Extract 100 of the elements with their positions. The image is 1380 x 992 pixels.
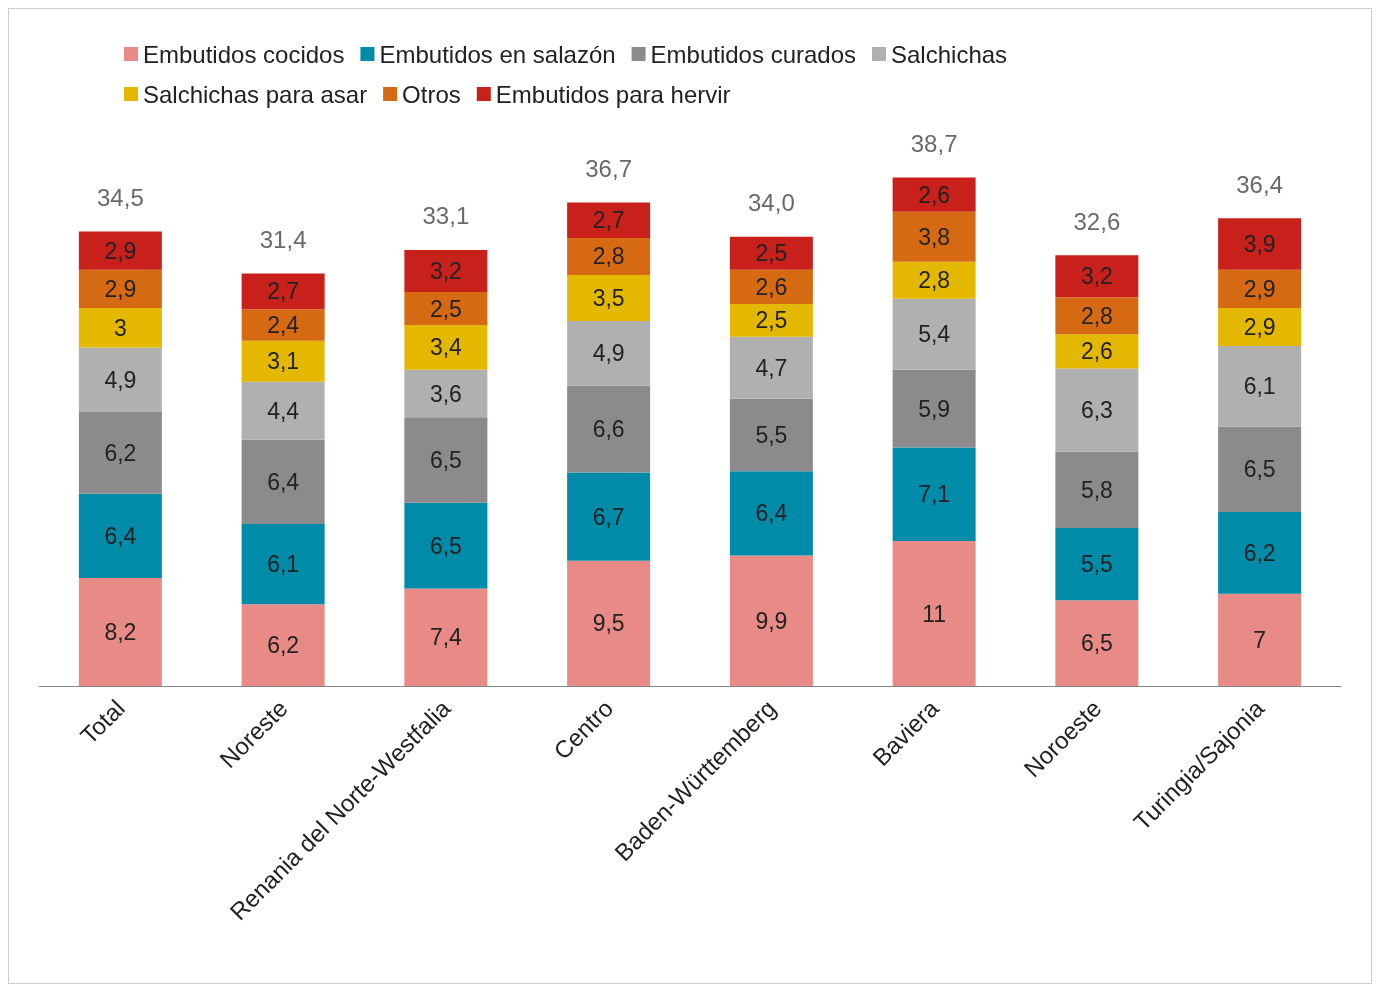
bar [729, 303, 813, 337]
data-label: 6,6 [592, 416, 625, 443]
data-label: 6,2 [267, 632, 300, 659]
bar [567, 202, 651, 239]
legend-label: Salchichas [891, 40, 1008, 68]
bar [1055, 255, 1139, 298]
data-label: 2,6 [918, 181, 951, 208]
data-label: 3,2 [1080, 263, 1113, 290]
data-label: 2,6 [1080, 338, 1113, 365]
bar [241, 309, 325, 341]
data-label: 4,9 [104, 366, 137, 393]
data-label: 5,5 [755, 422, 788, 449]
legend-label: Embutidos cocidos [143, 40, 345, 68]
data-label: 3,5 [592, 285, 625, 311]
bar [78, 307, 162, 348]
annotation: 36,7 [585, 154, 632, 182]
bar [729, 471, 813, 556]
text: 38,7 [910, 129, 958, 157]
bar [892, 369, 976, 448]
bar [892, 261, 976, 299]
data-label: 7 [1253, 626, 1267, 653]
data-label: 6,3 [1080, 396, 1113, 423]
data-label: 6,1 [267, 551, 300, 578]
data-label: 6,5 [429, 532, 462, 559]
bar [892, 447, 976, 542]
bar [892, 177, 976, 212]
data-label: 2,8 [1080, 302, 1113, 329]
bar [1055, 334, 1139, 369]
data-label: 2,6 [755, 273, 788, 300]
bar [241, 523, 325, 605]
data-label: 9,9 [755, 607, 788, 634]
data-label: 6,5 [1243, 456, 1276, 483]
data-label: 6,5 [429, 447, 462, 474]
bar [1218, 426, 1302, 513]
data-label: 2,5 [755, 307, 788, 334]
data-label: 3,2 [429, 257, 462, 284]
data-label: 2,8 [918, 267, 951, 294]
data-label: 6,7 [592, 503, 625, 530]
bar [404, 369, 488, 418]
bar [1218, 269, 1302, 308]
data-label: 2,4 [267, 312, 300, 339]
data-label: 9,5 [592, 610, 625, 637]
data-label: 5,5 [1080, 551, 1113, 578]
bar [567, 238, 651, 275]
bar [241, 439, 325, 524]
bar [567, 472, 651, 561]
bar [78, 231, 162, 270]
data-label: 2,9 [104, 237, 137, 264]
data-label: 6,4 [755, 500, 788, 527]
data-label: 6,1 [1243, 373, 1276, 400]
bar [78, 269, 162, 308]
data-label: 5,9 [918, 395, 951, 422]
data-label: 2,8 [592, 243, 625, 270]
bar [1218, 593, 1302, 686]
data-label: 3,4 [429, 334, 463, 361]
annotation: 36,4 [1236, 170, 1283, 198]
data-label: 3,6 [429, 380, 462, 407]
bar [567, 321, 651, 386]
data-label: 3 [113, 314, 127, 341]
annotation: 33,1 [422, 202, 470, 230]
bar [729, 398, 813, 472]
bar [404, 502, 488, 589]
bar [729, 555, 813, 686]
bar [1055, 368, 1139, 452]
annotation: 32,6 [1073, 207, 1121, 235]
bar [241, 381, 325, 440]
data-label: 5,8 [1080, 476, 1113, 503]
data-label: 6,4 [267, 468, 300, 495]
bar [78, 347, 162, 412]
data-label: 6,2 [1243, 539, 1276, 566]
data-label: 8,2 [104, 618, 137, 645]
annotation: 34,5 [97, 183, 144, 211]
data-label: 11 [922, 600, 947, 627]
bar [241, 604, 325, 686]
bar [892, 211, 976, 262]
bar [1055, 600, 1139, 686]
bar [404, 292, 488, 326]
data-label: 2,5 [429, 295, 462, 322]
bar [729, 336, 813, 399]
bar [241, 273, 325, 310]
bar [1055, 297, 1139, 335]
data-label: 4,4 [267, 397, 300, 424]
data-label: 6,5 [1080, 630, 1113, 657]
data-label: 6,2 [104, 439, 137, 466]
bar [1218, 218, 1302, 270]
bar [567, 385, 651, 473]
data-label: 2,9 [104, 275, 137, 302]
bar [404, 325, 488, 370]
data-label: 2,7 [592, 207, 625, 234]
bar [404, 417, 488, 503]
data-label: 2,7 [267, 278, 300, 305]
bar [404, 249, 488, 293]
data-label: 6,4 [104, 522, 137, 549]
bar [78, 493, 162, 578]
bar [892, 298, 976, 370]
data-label: 5,4 [918, 321, 951, 348]
data-label: 4,9 [592, 340, 625, 367]
data-label: 7,1 [918, 481, 951, 508]
bar [729, 236, 813, 270]
bar [729, 269, 813, 304]
